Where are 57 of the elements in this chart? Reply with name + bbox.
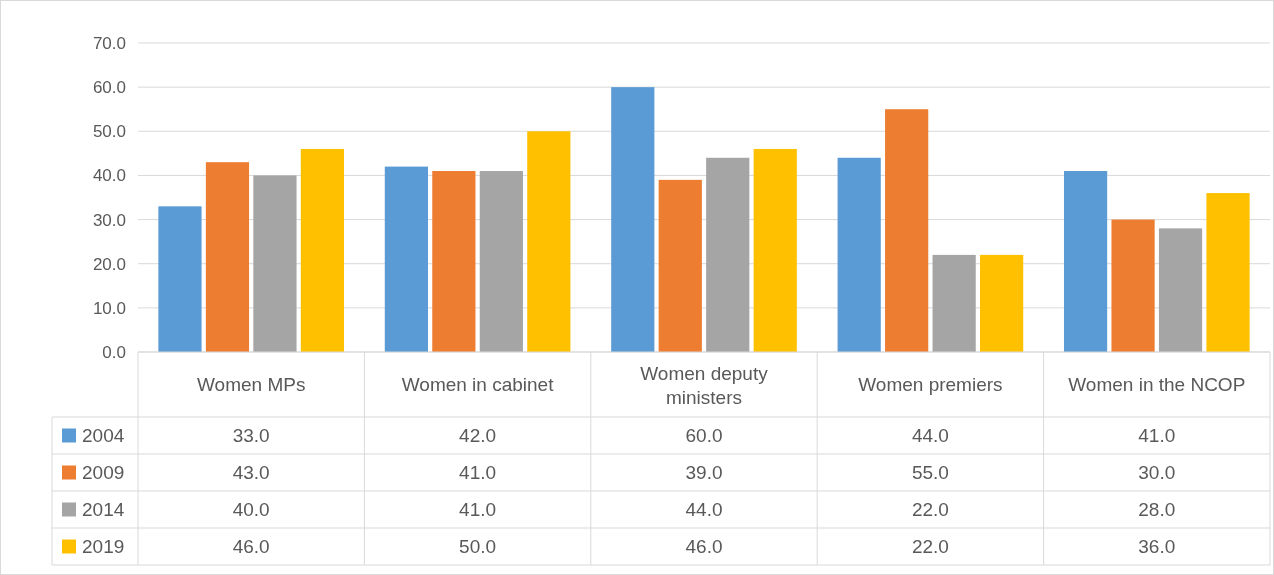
y-tick-label: 0.0 bbox=[102, 342, 126, 362]
bar bbox=[432, 171, 476, 352]
bar bbox=[205, 162, 250, 352]
y-tick-label: 30.0 bbox=[92, 210, 126, 230]
data-label: 46.0 bbox=[685, 536, 723, 558]
data-label: 60.0 bbox=[685, 425, 723, 447]
data-label: 28.0 bbox=[1138, 499, 1176, 521]
x-tick-label: Women deputy ministers bbox=[640, 363, 769, 409]
bar bbox=[1158, 228, 1203, 352]
data-label: 22.0 bbox=[911, 536, 949, 558]
y-tick-label: 50.0 bbox=[92, 122, 126, 142]
legend-label: 2004 bbox=[82, 425, 125, 447]
data-label: 50.0 bbox=[459, 536, 497, 558]
bar bbox=[885, 109, 929, 352]
bar bbox=[980, 254, 1024, 352]
bar bbox=[479, 171, 523, 352]
bar bbox=[753, 148, 797, 352]
y-tick-label: 40.0 bbox=[92, 166, 126, 186]
bar bbox=[300, 148, 345, 352]
data-label: 33.0 bbox=[232, 425, 270, 447]
bar bbox=[1063, 171, 1108, 352]
data-label: 40.0 bbox=[232, 499, 270, 521]
data-label: 55.0 bbox=[911, 462, 949, 484]
x-tick-label: Women premiers bbox=[858, 374, 1003, 396]
data-label: 44.0 bbox=[685, 499, 723, 521]
data-label: 41.0 bbox=[1138, 425, 1176, 447]
bar bbox=[527, 131, 571, 352]
bar bbox=[658, 179, 702, 352]
bar bbox=[253, 175, 297, 352]
x-tick-label: Women in the NCOP bbox=[1068, 374, 1246, 396]
y-tick-label: 20.0 bbox=[92, 254, 126, 274]
legend-label: 2019 bbox=[82, 536, 125, 558]
bar bbox=[932, 254, 976, 352]
data-label: 30.0 bbox=[1138, 462, 1176, 484]
bar bbox=[384, 166, 428, 352]
bar bbox=[611, 87, 655, 352]
data-label: 22.0 bbox=[911, 499, 949, 521]
bar bbox=[1206, 193, 1250, 352]
y-tick-label: 60.0 bbox=[92, 78, 126, 98]
data-label: 39.0 bbox=[685, 462, 723, 484]
data-label: 46.0 bbox=[232, 536, 270, 558]
bar bbox=[837, 157, 881, 352]
y-tick-label: 10.0 bbox=[92, 298, 126, 318]
data-label: 44.0 bbox=[911, 425, 949, 447]
y-tick-label: 70.0 bbox=[92, 33, 126, 53]
legend-label: 2014 bbox=[82, 499, 125, 521]
bar bbox=[706, 157, 750, 352]
x-tick-label: Women MPs bbox=[197, 374, 306, 396]
legend-label: 2009 bbox=[82, 462, 125, 484]
data-label: 36.0 bbox=[1138, 536, 1176, 558]
data-label: 43.0 bbox=[232, 462, 270, 484]
data-label: 41.0 bbox=[459, 499, 497, 521]
data-label: 41.0 bbox=[459, 462, 497, 484]
bar bbox=[158, 206, 202, 352]
data-label: 42.0 bbox=[459, 425, 497, 447]
x-tick-label: Women in cabinet bbox=[401, 374, 555, 396]
bar bbox=[1111, 219, 1155, 352]
